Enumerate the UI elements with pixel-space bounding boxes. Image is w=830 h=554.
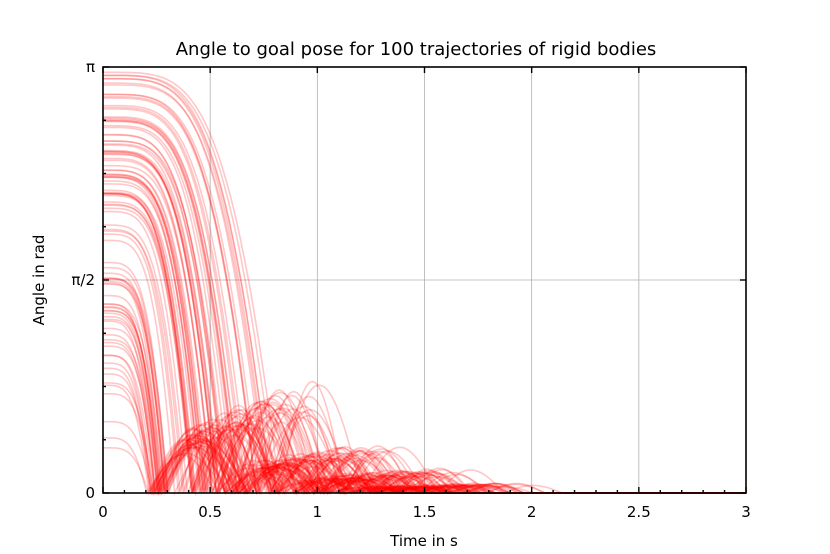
x-tick-label: 1.5 bbox=[413, 503, 437, 521]
trajectory-line bbox=[103, 174, 746, 495]
trajectory-line bbox=[103, 74, 746, 496]
trajectory-line bbox=[103, 164, 746, 495]
trajectory-line bbox=[103, 140, 746, 496]
trajectory-line bbox=[103, 173, 746, 495]
trajectory-line bbox=[103, 153, 746, 495]
trajectory-line bbox=[103, 169, 746, 495]
trajectory-line bbox=[103, 78, 746, 496]
trajectory-line bbox=[103, 153, 746, 496]
trajectory-line bbox=[103, 210, 746, 495]
trajectory-line bbox=[103, 97, 746, 496]
x-tick-label: 0.5 bbox=[198, 503, 222, 521]
trajectory-line bbox=[103, 318, 746, 497]
trajectory-line bbox=[103, 74, 746, 496]
x-tick-label: 2 bbox=[527, 503, 537, 521]
trajectory-line bbox=[103, 93, 746, 496]
trajectory-line bbox=[103, 93, 746, 496]
trajectory-line bbox=[103, 278, 746, 495]
y-tick-label: π/2 bbox=[71, 271, 95, 289]
trajectory-line bbox=[103, 104, 746, 496]
x-axis-label: Time in s bbox=[389, 532, 458, 550]
y-tick-label: π bbox=[86, 58, 95, 76]
trajectory-line bbox=[103, 176, 746, 496]
trajectory-line bbox=[103, 106, 746, 496]
trajectory-line bbox=[103, 108, 746, 496]
trajectory-line bbox=[103, 84, 746, 496]
trajectory-line bbox=[103, 151, 746, 496]
trajectory-line bbox=[103, 144, 746, 495]
x-tick-label: 3 bbox=[741, 503, 751, 521]
y-tick-label: 0 bbox=[85, 484, 95, 502]
trajectory-line bbox=[103, 193, 746, 496]
trajectory-line bbox=[103, 117, 746, 496]
trajectory-line bbox=[103, 194, 746, 495]
trajectory-line bbox=[103, 312, 746, 497]
trajectory-line bbox=[103, 204, 746, 495]
trajectory-line bbox=[103, 201, 746, 495]
trajectory-line bbox=[103, 140, 746, 496]
grid-lines bbox=[103, 67, 746, 493]
trajectory-line bbox=[103, 303, 746, 495]
trajectory-line bbox=[103, 120, 746, 496]
trajectory-line bbox=[103, 189, 746, 495]
trajectory-line bbox=[103, 169, 746, 495]
trajectory-line bbox=[103, 71, 746, 496]
chart-title: Angle to goal pose for 100 trajectories … bbox=[176, 39, 657, 60]
trajectory-line bbox=[103, 159, 746, 495]
trajectory-line bbox=[103, 134, 746, 495]
trajectory-line bbox=[103, 228, 746, 495]
x-tick-label: 1 bbox=[313, 503, 323, 521]
trajectory-line bbox=[103, 150, 746, 495]
trajectory-line bbox=[103, 77, 746, 496]
trajectory-line bbox=[103, 143, 746, 496]
trajectory-line bbox=[103, 157, 746, 495]
x-tick-label: 0 bbox=[98, 503, 108, 521]
trajectory-line bbox=[103, 124, 746, 495]
trajectory-line bbox=[103, 118, 746, 495]
trajectory-line bbox=[103, 151, 746, 495]
y-axis-label: Angle in rad bbox=[30, 235, 48, 326]
x-tick-label: 2.5 bbox=[627, 503, 651, 521]
trajectory-line bbox=[103, 266, 746, 495]
trajectory-line bbox=[103, 207, 746, 495]
x-axis-ticks: 0 0.5 1 1.5 2 2.5 3 bbox=[98, 67, 751, 521]
trajectory-lines bbox=[103, 71, 746, 497]
trajectory-line bbox=[103, 203, 746, 495]
trajectory-line bbox=[103, 82, 746, 495]
trajectory-line bbox=[103, 116, 746, 495]
y-axis-ticks: 0 π/2 π bbox=[71, 58, 746, 502]
trajectory-line bbox=[103, 173, 746, 496]
trajectory-line bbox=[103, 149, 746, 496]
trajectory-line bbox=[103, 120, 746, 496]
trajectory-line bbox=[103, 294, 746, 496]
trajectory-line bbox=[103, 176, 746, 495]
trajectory-line bbox=[103, 306, 746, 495]
trajectory-line bbox=[103, 126, 746, 495]
trajectory-line bbox=[103, 303, 746, 496]
trajectory-line bbox=[103, 192, 746, 495]
